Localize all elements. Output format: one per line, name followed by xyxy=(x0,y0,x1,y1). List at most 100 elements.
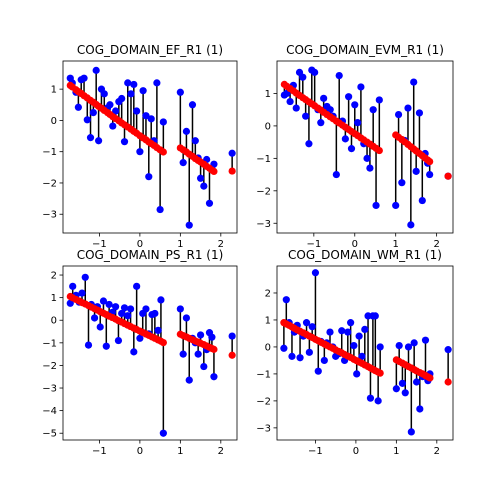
observed-point xyxy=(305,348,313,356)
observed-point xyxy=(320,356,328,365)
x-tick-label: 0 xyxy=(353,446,359,457)
observed-point xyxy=(182,127,191,135)
subplot-title: COG_DOMAIN_WM_R1 (1) xyxy=(288,248,442,262)
observed-point xyxy=(200,182,208,190)
fitted-point xyxy=(228,167,236,175)
observed-point xyxy=(147,115,155,123)
observed-point xyxy=(136,334,144,342)
observed-point xyxy=(345,93,353,101)
observed-point xyxy=(314,367,322,375)
observed-point xyxy=(69,282,77,290)
y-tick-label: −2 xyxy=(256,186,271,197)
observed-point xyxy=(418,196,426,205)
observed-point xyxy=(351,101,359,109)
observed-point xyxy=(210,373,218,381)
observed-point xyxy=(363,154,371,162)
y-tick-label: −2 xyxy=(42,178,57,189)
x-tick-label: 2 xyxy=(218,239,224,250)
observed-point xyxy=(205,199,214,207)
subplot-title: COG_DOMAIN_EF_R1 (1) xyxy=(77,43,223,57)
x-tick-label: 1 xyxy=(393,446,399,457)
y-tick-label: 1 xyxy=(51,85,57,96)
observed-point xyxy=(139,87,147,95)
observed-point xyxy=(185,221,193,229)
observed-point xyxy=(372,201,380,210)
y-tick-label: −3 xyxy=(42,384,57,395)
observed-point xyxy=(407,221,415,229)
observed-point xyxy=(182,314,191,322)
axes-frame xyxy=(62,265,238,441)
observed-point xyxy=(95,137,103,145)
x-tick-label: 1 xyxy=(177,446,183,457)
y-tick-label: 0 xyxy=(51,116,57,127)
observed-point xyxy=(302,112,310,120)
observed-point xyxy=(401,389,409,397)
observed-point xyxy=(326,328,334,336)
fitted-point xyxy=(444,172,452,180)
observed-point xyxy=(317,119,325,127)
y-tick-label: −2 xyxy=(42,361,57,372)
observed-point xyxy=(332,170,340,179)
fitted-point xyxy=(426,158,434,166)
y-tick-label: 0 xyxy=(51,316,57,327)
observed-point xyxy=(118,309,126,318)
observed-point xyxy=(112,107,120,115)
observed-point xyxy=(100,90,108,98)
observed-point xyxy=(196,174,205,182)
fitted-point xyxy=(444,378,452,386)
observed-point xyxy=(120,304,129,312)
observed-point xyxy=(153,79,161,87)
subplot-evm: COG_DOMAIN_EVM_R1 (1) −1 0 1 2 −3 −2 −1 0 1 xyxy=(256,43,454,250)
observed-point xyxy=(341,135,349,143)
y-tick-label: −1 xyxy=(256,154,271,165)
observed-point xyxy=(179,350,187,358)
y-tick-label: 2 xyxy=(51,271,57,282)
subplot-wm: COG_DOMAIN_WM_R1 (1) −1 0 1 2 −3 −2 −1 0 1 2 xyxy=(256,248,454,457)
observed-point xyxy=(361,325,369,333)
observed-point xyxy=(412,167,420,175)
observed-point xyxy=(196,331,205,339)
observed-point xyxy=(369,106,377,114)
observed-point xyxy=(136,148,144,156)
observed-point xyxy=(371,312,379,320)
x-tick-label: 2 xyxy=(218,446,224,457)
observed-point xyxy=(305,140,313,148)
observed-point xyxy=(444,346,452,354)
observed-point xyxy=(157,296,165,304)
observed-point xyxy=(320,94,328,102)
observed-point xyxy=(191,137,199,145)
y-tick-label: 1 xyxy=(51,293,57,304)
observed-point xyxy=(142,112,150,120)
subplot-ps: COG_DOMAIN_PS_R1 (1) −1 0 1 2 −5 −4 −3 −2 −1 0 1 2 xyxy=(42,248,238,457)
observed-point xyxy=(84,341,93,349)
observed-point xyxy=(355,332,363,340)
observed-point xyxy=(96,323,104,331)
observed-point xyxy=(228,149,236,157)
observed-point xyxy=(299,73,307,81)
observed-point xyxy=(357,83,365,91)
observed-point xyxy=(176,305,184,313)
observed-point xyxy=(86,134,95,142)
y-tick-label: −1 xyxy=(42,338,57,349)
observed-point xyxy=(286,97,294,106)
x-tick-label: 1 xyxy=(177,239,183,250)
observed-point xyxy=(375,96,383,104)
observed-point xyxy=(124,79,132,87)
observed-point xyxy=(89,109,97,117)
fitted-point xyxy=(210,167,218,175)
observed-point xyxy=(302,319,311,327)
observed-point xyxy=(127,90,135,98)
observed-point xyxy=(159,118,167,126)
observed-point xyxy=(412,378,421,386)
observed-point xyxy=(347,319,355,327)
observed-point xyxy=(392,385,400,393)
observed-point xyxy=(395,341,403,350)
observed-point xyxy=(142,305,150,313)
observed-point xyxy=(335,72,343,80)
observed-point xyxy=(99,297,108,305)
observed-point xyxy=(200,362,208,371)
observed-point xyxy=(350,341,358,350)
y-tick-label: 1 xyxy=(265,315,271,326)
fitted-point xyxy=(426,374,434,382)
